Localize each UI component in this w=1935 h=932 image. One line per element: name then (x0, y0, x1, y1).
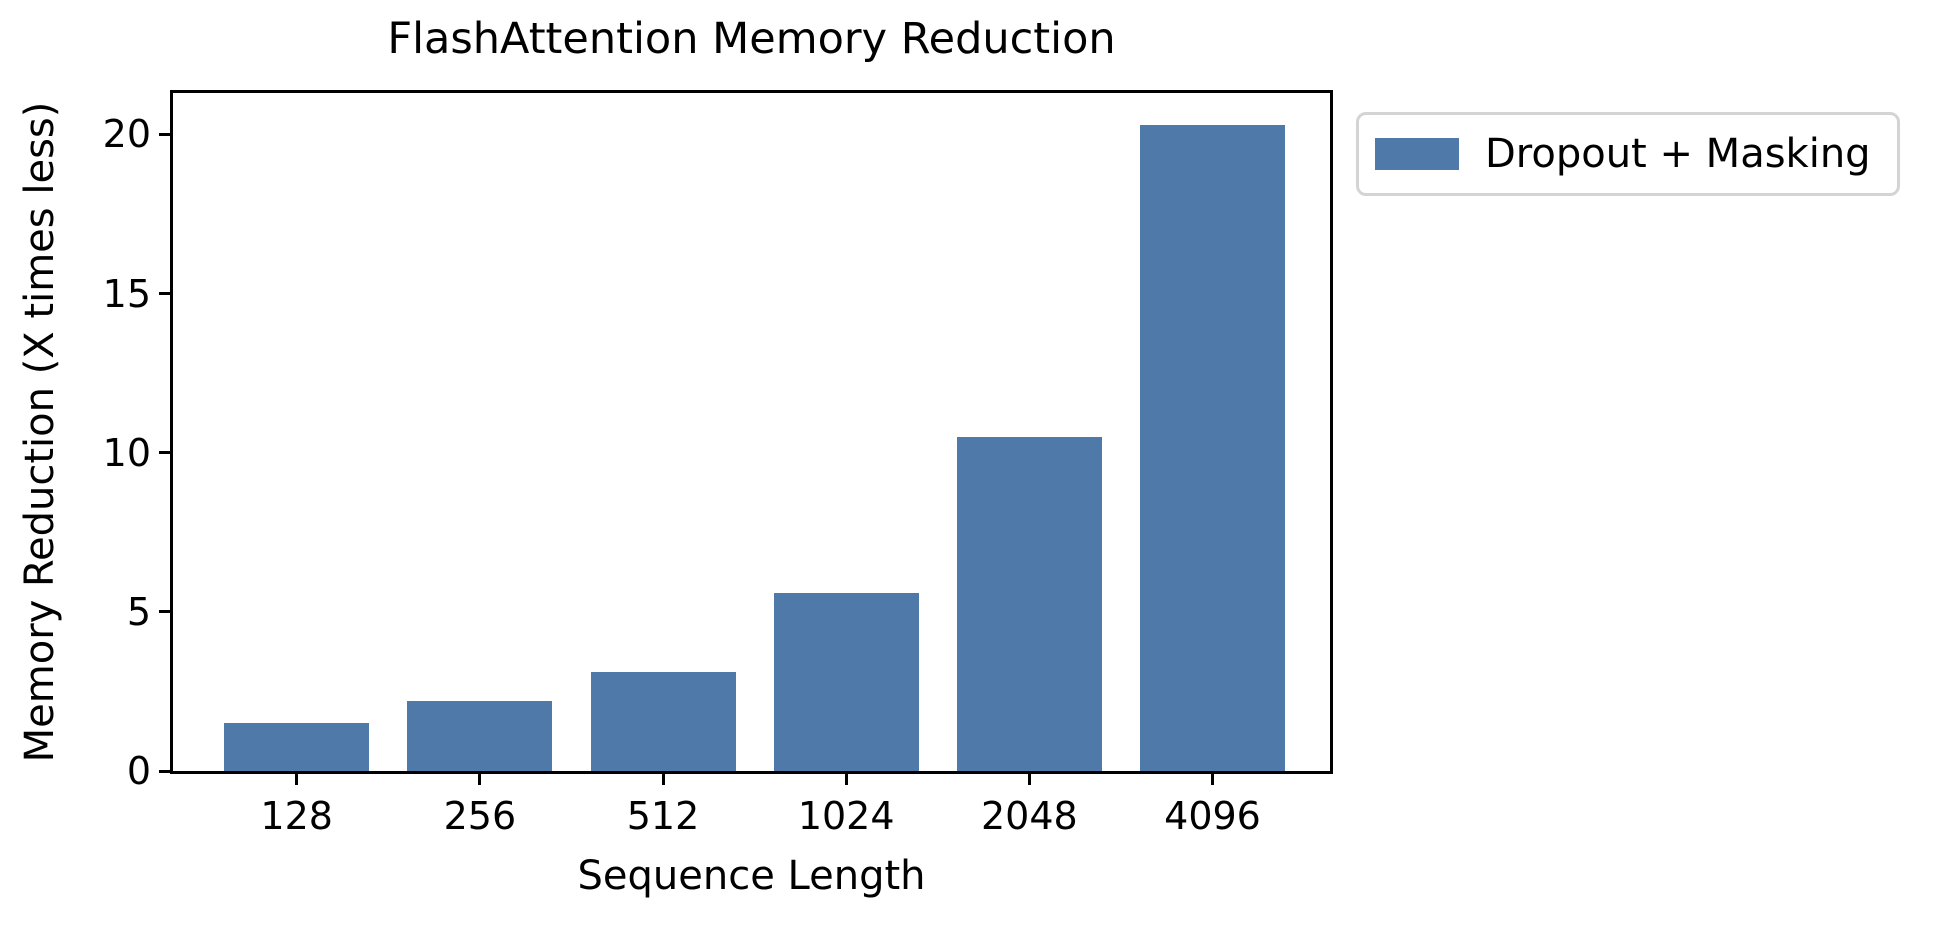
bar-2048 (956, 436, 1102, 771)
y-tick-label: 5 (126, 589, 151, 634)
y-tick-label: 0 (126, 749, 151, 793)
x-tick-label-128: 128 (260, 794, 333, 838)
legend-swatch-icon (1375, 138, 1459, 170)
x-tick-mark (478, 772, 482, 785)
x-tick-label-256: 256 (443, 794, 517, 838)
y-tick-label: 10 (102, 430, 151, 475)
bar-1024 (773, 592, 919, 771)
bar-256 (407, 700, 553, 771)
x-tick-label-512: 512 (626, 794, 700, 838)
plot-frame (170, 90, 1333, 774)
y-axis-label: Memory Reduction (X times less) (17, 101, 63, 763)
legend: Dropout + Masking (1356, 112, 1900, 196)
x-tick-mark (1211, 772, 1214, 785)
legend-series-label: Dropout + Masking (1485, 131, 1871, 177)
plot-area (173, 93, 1330, 771)
bar-4096 (1140, 124, 1285, 771)
y-tick-label: 15 (102, 271, 151, 316)
x-axis-label: Sequence Length (577, 853, 926, 899)
x-tick-label-2048: 2048 (980, 794, 1078, 838)
x-tick-label-1024: 1024 (797, 794, 895, 838)
y-tick-mark (159, 451, 172, 455)
y-tick-mark (159, 292, 172, 296)
bar-128 (224, 723, 370, 771)
x-tick-mark (661, 772, 665, 785)
x-tick-mark (844, 772, 848, 785)
x-tick-mark (295, 772, 299, 785)
chart-title: FlashAttention Memory Reduction (387, 14, 1116, 64)
y-tick-mark (159, 610, 172, 614)
x-tick-label-4096: 4096 (1164, 794, 1261, 838)
bar-512 (590, 672, 736, 771)
y-tick-mark (159, 769, 172, 773)
x-tick-mark (1027, 772, 1031, 785)
y-tick-mark (159, 132, 172, 136)
y-tick-label: 20 (102, 112, 151, 157)
